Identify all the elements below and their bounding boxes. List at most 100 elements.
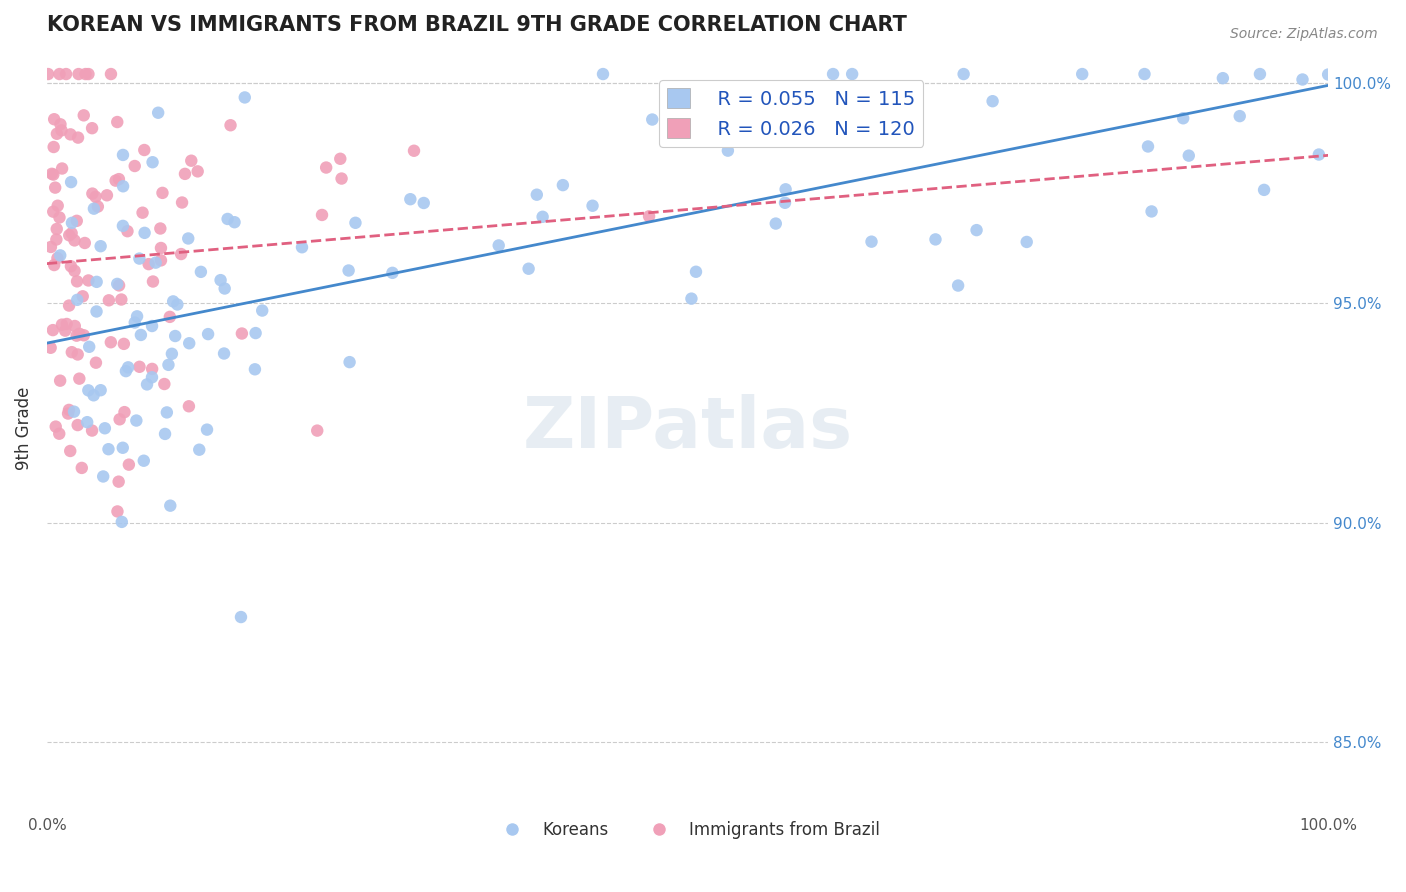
Point [37,67,59,81]
Point [291,240,314,254]
Point [69,326,91,341]
Point [197,327,219,342]
Point [55,67,77,81]
Point [124,159,146,173]
Point [46,199,69,213]
Point [44,180,66,194]
Point [581,199,603,213]
Point [104,174,127,188]
Point [77,273,100,287]
Point [45,233,67,247]
Point [685,265,707,279]
Point [188,442,211,457]
Point [765,217,787,231]
Point [592,67,614,81]
Point [344,216,367,230]
Point [45,222,67,236]
Point [97,293,120,308]
Point [412,196,434,211]
Point [73,108,96,122]
Point [773,195,796,210]
Point [84,190,107,204]
Point [108,412,131,426]
Point [48,67,70,81]
Point [1173,112,1195,126]
Point [1249,67,1271,81]
Point [217,211,239,226]
Point [517,261,540,276]
Point [219,118,242,132]
Point [195,423,218,437]
Point [841,67,863,81]
Point [1291,72,1313,87]
Point [952,67,974,81]
Point [136,377,159,392]
Point [125,310,148,324]
Point [134,143,156,157]
Point [112,179,135,194]
Point [49,117,72,131]
Point [60,345,83,359]
Point [531,210,554,224]
Point [48,211,70,225]
Point [91,469,114,483]
Point [1178,148,1201,162]
Point [111,148,134,162]
Point [823,67,845,81]
Point [83,388,105,402]
Point [59,259,82,273]
Point [59,444,82,458]
Point [402,144,425,158]
Point [66,293,89,307]
Point [131,205,153,219]
Point [860,235,883,249]
Point [107,504,129,518]
Point [315,161,337,175]
Point [42,323,65,337]
Point [1212,71,1234,86]
Point [111,219,134,233]
Point [97,442,120,457]
Point [141,362,163,376]
Point [51,161,73,176]
Point [67,67,90,81]
Point [142,155,165,169]
Point [48,426,70,441]
Point [63,404,86,418]
Point [1229,109,1251,123]
Point [46,251,69,265]
Point [67,371,90,385]
Point [112,337,135,351]
Point [177,399,200,413]
Point [166,297,188,311]
Point [339,355,361,369]
Point [72,289,94,303]
Point [1015,235,1038,249]
Point [762,117,785,131]
Point [179,336,201,351]
Point [53,324,76,338]
Point [190,265,212,279]
Point [946,278,969,293]
Point [124,316,146,330]
Point [111,515,134,529]
Text: KOREAN VS IMMIGRANTS FROM BRAZIL 9TH GRADE CORRELATION CHART: KOREAN VS IMMIGRANTS FROM BRAZIL 9TH GRA… [46,15,907,35]
Point [58,299,80,313]
Point [138,257,160,271]
Point [94,421,117,435]
Text: ZIPatlas: ZIPatlas [523,393,852,463]
Point [56,407,79,421]
Point [966,223,988,237]
Point [96,188,118,202]
Point [44,112,66,127]
Point [1137,139,1160,153]
Point [165,329,187,343]
Point [1308,147,1330,161]
Point [63,264,86,278]
Point [685,130,707,145]
Point [107,475,129,489]
Point [66,347,89,361]
Point [125,413,148,427]
Point [180,153,202,168]
Point [160,347,183,361]
